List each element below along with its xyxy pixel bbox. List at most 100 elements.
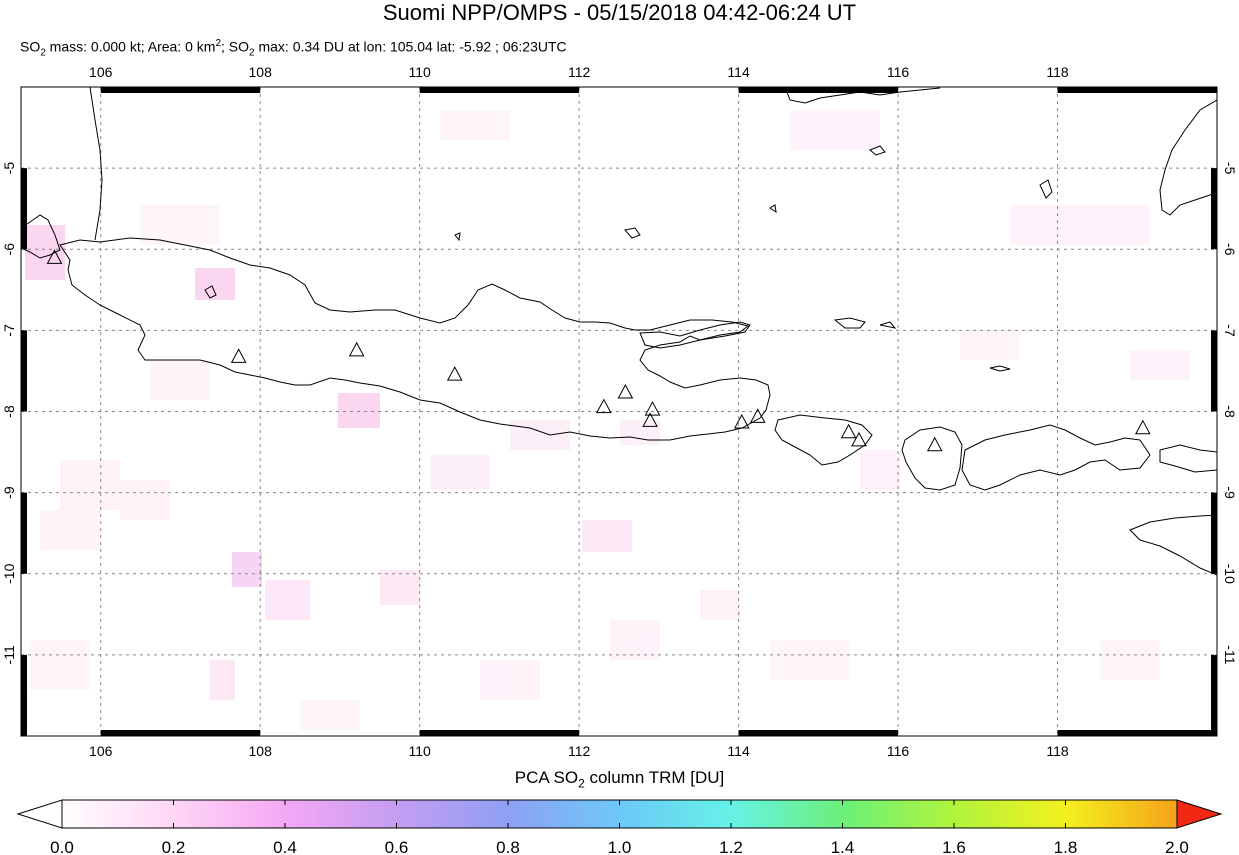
volcano-triangle-icon	[46, 249, 63, 264]
volcano-triangle-icon	[230, 348, 247, 363]
java-coastline	[59, 237, 771, 441]
lon-tick-label-top: 114	[727, 64, 750, 80]
lon-labels-top: 106 108 110 112 114 116 118	[89, 64, 1069, 80]
lon-tick-label-top: 112	[568, 64, 591, 80]
map-border-bars	[21, 87, 1217, 736]
colorbar-tick-label: 1.0	[608, 838, 632, 855]
border-bar-top	[1057, 87, 1217, 93]
colorbar-tick-label: 0.2	[162, 838, 186, 855]
bawean-island	[624, 227, 641, 239]
lon-tick-label-bottom: 112	[568, 743, 591, 759]
lat-labels-right: -5 -6 -7 -8 -9 -10 -11	[1222, 162, 1238, 665]
border-bar-right	[1211, 168, 1217, 250]
kangean-island	[833, 317, 866, 329]
colorbar-tick-label: 1.6	[942, 838, 966, 855]
lat-tick-label-left: -6	[1, 243, 17, 256]
sumatra-north-coast	[89, 87, 103, 241]
border-bar-top	[419, 87, 580, 93]
colorbar: 0.0 0.2 0.4 0.6 0.8 1.0 1.2 1.4 1.6 1.8 2.0	[16, 799, 1223, 855]
colorbar-under-arrow	[16, 799, 63, 829]
lon-tick-label-top: 116	[887, 64, 910, 80]
colorbar-tick-label: 0.4	[273, 838, 297, 855]
small-island-6	[879, 321, 897, 329]
lon-tick-label-top: 106	[89, 64, 113, 80]
border-bar-bottom	[100, 730, 261, 736]
lon-tick-label-top: 110	[409, 64, 432, 80]
small-island-5	[989, 365, 1011, 372]
border-bar-left	[21, 330, 27, 412]
border-bar-bottom	[419, 730, 580, 736]
lat-tick-label-right: -10	[1222, 564, 1238, 584]
colorbar-title: PCA SO2 column TRM [DU]	[514, 768, 725, 791]
colorbar-tick-label: 0.6	[385, 838, 409, 855]
sumbawa-coastline	[961, 424, 1151, 491]
lon-labels-bottom: 106 108 110 112 114 116 118	[89, 743, 1069, 759]
colorbar-over-arrow	[1176, 799, 1223, 829]
lat-tick-label-left: -9	[1, 486, 17, 499]
volcano-triangle-icon	[749, 408, 766, 423]
flores-coastline	[1159, 444, 1217, 473]
small-island-3	[769, 204, 777, 214]
border-bar-top	[738, 87, 899, 93]
volcano-triangle-icon	[840, 423, 857, 439]
sumatra-coastline	[21, 214, 61, 259]
lon-tick-label-top: 118	[1046, 64, 1069, 80]
colorbar-tick-labels: 0.0 0.2 0.4 0.6 0.8 1.0 1.2 1.4 1.6 1.8 2.0	[50, 838, 1189, 855]
volcano-triangle-icon	[851, 431, 867, 447]
lombok-coastline	[901, 426, 963, 491]
lon-tick-label-bottom: 116	[887, 743, 910, 759]
lat-tick-label-right: -9	[1222, 486, 1238, 499]
lon-tick-label-bottom: 106	[89, 743, 113, 759]
bali-coastline	[774, 414, 873, 466]
lat-tick-label-left: -5	[1, 162, 17, 175]
madura-coastline	[639, 321, 751, 349]
volcano-triangle-icon	[1135, 419, 1151, 435]
lat-tick-label-left: -11	[1, 645, 17, 664]
volcano-triangle-icon	[642, 412, 658, 427]
border-bar-right	[1211, 492, 1217, 574]
border-bar-top	[100, 87, 261, 93]
colorbar-tick-label: 0.0	[50, 838, 74, 855]
so2-pixels	[25, 110, 1190, 730]
gridlines	[21, 87, 1217, 736]
volcano-markers	[46, 249, 1151, 452]
border-bar-bottom	[1057, 730, 1217, 736]
lat-tick-label-left: -8	[1, 405, 17, 418]
volcano-triangle-icon	[617, 383, 634, 399]
lon-tick-label-bottom: 110	[409, 743, 432, 759]
lon-tick-label-bottom: 114	[727, 743, 750, 759]
volcano-triangle-icon	[446, 366, 463, 381]
border-bar-left	[21, 654, 27, 736]
border-bar-right	[1211, 330, 1217, 412]
colorbar-tick-label: 0.8	[496, 838, 520, 855]
coastlines	[21, 87, 1217, 576]
lat-labels-left: -5 -6 -7 -8 -9 -10 -11	[1, 162, 17, 665]
border-bar-left	[21, 492, 27, 574]
volcano-triangle-icon	[348, 341, 365, 357]
border-bar-left	[21, 168, 27, 250]
borneo-coastline	[784, 87, 941, 104]
colorbar-tick-label: 1.2	[719, 838, 743, 855]
small-island-4	[1039, 179, 1053, 199]
lat-tick-label-left: -10	[1, 563, 17, 583]
volcano-triangle-icon	[644, 401, 661, 416]
sumba-coastline	[1129, 514, 1217, 576]
lon-tick-label-bottom: 108	[249, 743, 273, 759]
colorbar-tick-label: 1.4	[831, 838, 855, 855]
colorbar-tick-label: 1.8	[1054, 838, 1078, 855]
colorbar-ticks	[173, 800, 1066, 828]
lat-tick-label-left: -7	[1, 324, 17, 337]
volcano-triangle-icon	[596, 398, 612, 414]
lat-tick-label-right: -7	[1222, 324, 1238, 337]
sulawesi-coastline	[1159, 99, 1217, 216]
volcano-triangle-icon	[733, 413, 750, 429]
lon-tick-label-top: 108	[249, 64, 273, 80]
lon-tick-label-bottom: 118	[1046, 743, 1069, 759]
small-island-2	[869, 145, 886, 156]
colorbar-tick-label: 2.0	[1165, 838, 1189, 855]
lat-tick-label-right: -6	[1222, 243, 1238, 256]
volcano-triangle-icon	[926, 436, 943, 452]
lat-tick-label-right: -8	[1222, 405, 1238, 418]
lat-tick-label-right: -11	[1222, 645, 1238, 664]
